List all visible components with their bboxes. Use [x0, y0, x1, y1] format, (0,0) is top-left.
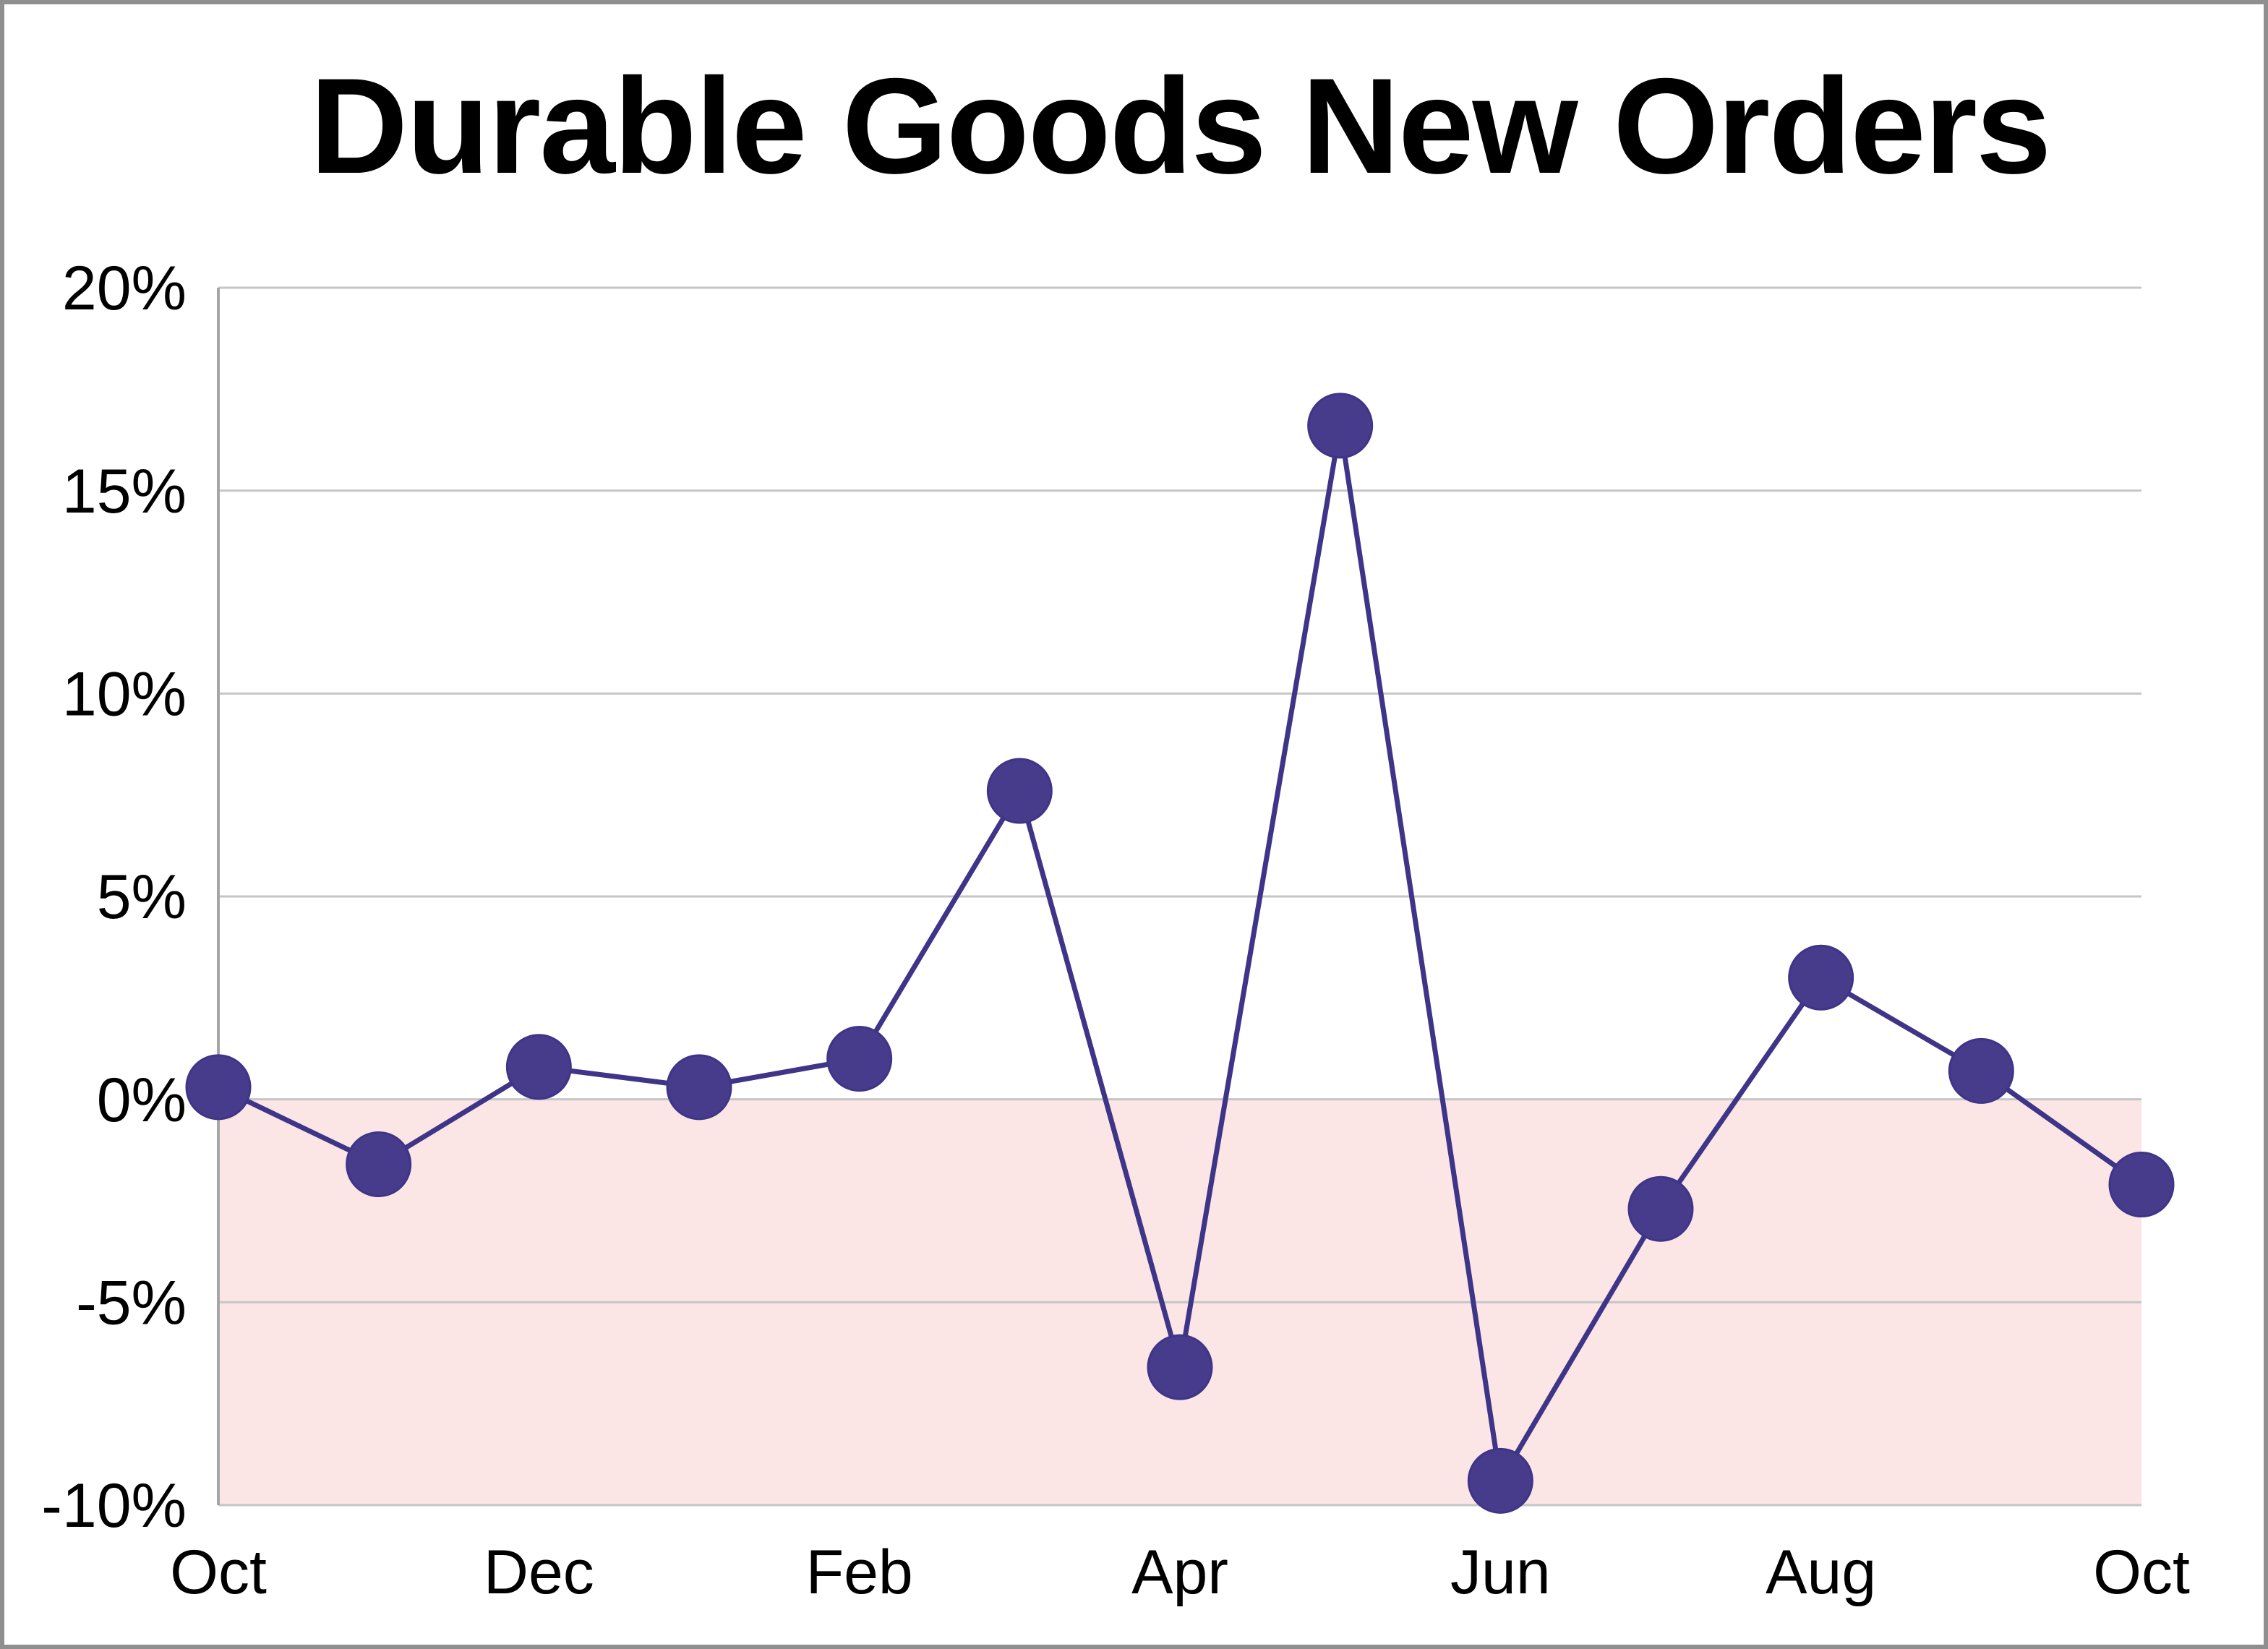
data-point-marker [986, 758, 1053, 824]
y-tick-label: 5% [97, 862, 187, 932]
x-tick-label: Jun [1450, 1538, 1551, 1607]
data-point-marker [1467, 1447, 1533, 1514]
line-chart-svg: 20%15%10%5%0%-5%-10%Oct Dec Feb Apr Jun Aug Oc… [41, 254, 2190, 1607]
data-point-marker [826, 1026, 893, 1092]
data-point-marker [1948, 1037, 2014, 1104]
x-tick-label: Oct [2093, 1538, 2190, 1607]
data-point-marker [666, 1054, 732, 1121]
y-tick-label: 15% [62, 457, 187, 526]
chart-title: Durable Goods New Orders [309, 50, 2051, 202]
data-point-marker [1147, 1334, 1213, 1400]
data-point-marker [505, 1034, 572, 1100]
y-tick-label: 20% [62, 254, 187, 323]
x-tick-label: Aug [1766, 1538, 1876, 1607]
y-tick-label: 0% [97, 1066, 187, 1135]
data-point-marker [2108, 1152, 2175, 1218]
x-tick-label: Oct [170, 1538, 267, 1607]
data-point-marker [346, 1131, 412, 1197]
y-tick-label: -10% [41, 1471, 187, 1541]
data-point-marker [1307, 393, 1374, 459]
x-tick-label: Feb [806, 1538, 913, 1607]
x-tick-label: Apr [1131, 1538, 1228, 1607]
y-tick-label: 10% [62, 659, 187, 729]
y-tick-label: -5% [76, 1268, 187, 1337]
data-point-marker [1788, 944, 1854, 1011]
data-point-marker [185, 1054, 252, 1121]
data-point-marker [1627, 1175, 1694, 1242]
x-tick-label: Dec [484, 1538, 594, 1607]
